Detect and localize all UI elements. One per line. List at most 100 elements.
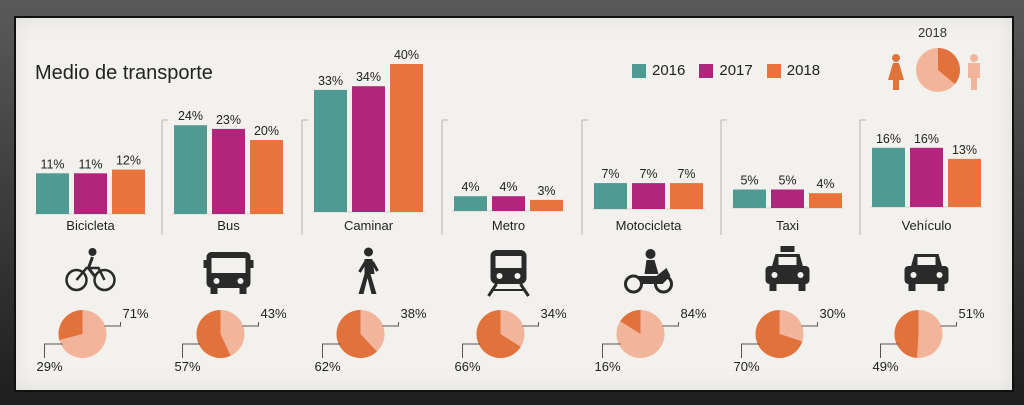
pie-women-slice: [336, 310, 377, 359]
bar-taxi-2016: [733, 189, 766, 208]
category-label: Metro: [492, 218, 525, 233]
category-label: Caminar: [344, 218, 394, 233]
men-percent-label: 51%: [959, 306, 985, 321]
legend-item-2016: 2016: [632, 62, 685, 79]
bar-value-label: 3%: [537, 184, 555, 198]
women-leader-line: [880, 343, 899, 358]
legend-label-2016: 2016: [652, 62, 686, 79]
men-percent-label: 84%: [681, 306, 707, 321]
women-leader-line: [602, 343, 621, 358]
women-percent-label: 66%: [455, 359, 481, 374]
bar-value-label: 4%: [816, 177, 834, 191]
chart-legend: 2016 2017 2018: [632, 62, 820, 79]
legend-swatch-2018: [766, 63, 781, 78]
category-label: Vehículo: [902, 218, 952, 233]
bar-motocicleta-2017: [632, 183, 665, 209]
bicycle-icon: [65, 248, 116, 292]
category-label: Bus: [217, 218, 240, 233]
bar-motocicleta-2018: [670, 183, 703, 209]
gender-legend-year: 2018: [918, 25, 947, 40]
category-label: Motocicleta: [616, 218, 683, 233]
legend-swatch-2017: [699, 63, 714, 78]
bar-bicicleta-2017: [74, 173, 107, 214]
women-leader-line: [182, 343, 201, 358]
bar-value-label: 7%: [601, 167, 619, 181]
bus-icon: [203, 252, 254, 294]
bar-caminar-2017: [352, 86, 385, 212]
pie-women-slice: [476, 310, 521, 358]
men-percent-label: 34%: [541, 306, 567, 321]
bar-value-label: 7%: [639, 167, 657, 181]
men-leader-line: [662, 322, 679, 327]
bar-value-label: 16%: [914, 132, 939, 146]
pie-women-slice: [755, 310, 803, 358]
bar-value-label: 12%: [116, 154, 141, 168]
men-leader-line: [382, 322, 399, 327]
bar-value-label: 23%: [216, 113, 241, 127]
women-leader-line: [322, 343, 341, 358]
legend-item-2017: 2017: [699, 62, 753, 79]
category-group-bicicleta: 11% 11% 12% Bicicleta 71% 29%: [34, 154, 149, 374]
pie-women-slice: [196, 310, 231, 359]
pie-women-slice: [894, 310, 919, 358]
bar-bicicleta-2016: [36, 173, 69, 214]
bar-value-label: 11%: [40, 157, 64, 171]
legend-swatch-2016: [632, 63, 646, 78]
taxi-icon: [765, 246, 810, 291]
metro-train-icon: [487, 250, 530, 297]
women-percent-label: 70%: [734, 359, 760, 374]
women-percent-label: 62%: [315, 359, 341, 374]
men-leader-line: [242, 322, 259, 327]
women-leader-line: [741, 343, 760, 358]
women-leader-line: [44, 343, 63, 358]
pedestrian-icon: [358, 247, 379, 294]
bar-taxi-2018: [809, 193, 842, 208]
pie-women-slice: [620, 310, 641, 334]
motorcycle-icon: [624, 249, 673, 294]
bar-value-label: 5%: [778, 174, 796, 188]
bar-bus-2018: [250, 140, 283, 214]
legend-item-2018: 2018: [766, 62, 820, 79]
legend-label-2017: 2017: [719, 62, 753, 79]
bar-value-label: 34%: [356, 70, 381, 84]
bar-value-label: 4%: [461, 180, 479, 194]
bar-vehculo-2018: [948, 158, 981, 207]
bar-vehculo-2017: [910, 147, 943, 207]
women-percent-label: 16%: [595, 359, 621, 374]
men-leader-line: [940, 322, 957, 327]
bar-value-label: 16%: [876, 132, 901, 146]
bar-value-label: 7%: [677, 167, 695, 181]
category-group-metro: 4% 4% 3% Metro 34% 66%: [441, 119, 567, 374]
bar-value-label: 24%: [178, 109, 203, 123]
chart-title: Medio de transporte: [35, 62, 213, 84]
bar-bus-2017: [212, 128, 245, 214]
category-group-taxi: 5% 5% 4% Taxi 30% 70%: [720, 119, 846, 374]
bar-vehculo-2016: [872, 147, 905, 207]
bar-value-label: 4%: [499, 180, 517, 194]
bar-metro-2018: [530, 199, 563, 211]
gender-legend: [888, 48, 980, 92]
men-leader-line: [104, 322, 121, 327]
bar-value-label: 5%: [740, 174, 758, 188]
women-leader-line: [462, 343, 481, 358]
car-icon: [904, 254, 949, 291]
bar-bicicleta-2018: [112, 169, 145, 214]
category-label: Bicicleta: [66, 218, 115, 233]
bar-value-label: 33%: [318, 74, 343, 88]
category-group-caminar: 33% 34% 40% Caminar 38% 62%: [301, 48, 427, 374]
category-group-vehculo: 16% 16% 13% Vehículo 51% 49%: [859, 119, 985, 374]
pie-women-slice: [58, 310, 83, 340]
category-label: Taxi: [776, 218, 799, 233]
women-percent-label: 49%: [873, 359, 899, 374]
bar-taxi-2017: [771, 189, 804, 208]
bar-value-label: 11%: [78, 157, 102, 171]
bar-bus-2016: [174, 125, 207, 214]
women-percent-label: 29%: [37, 359, 63, 374]
category-group-motocicleta: 7% 7% 7% Motocicleta 84% 16%: [581, 119, 707, 374]
gender-pie-women-slice: [938, 48, 961, 85]
men-percent-label: 30%: [820, 306, 846, 321]
bar-metro-2016: [454, 196, 487, 211]
bar-metro-2017: [492, 196, 525, 211]
men-percent-label: 38%: [401, 306, 427, 321]
